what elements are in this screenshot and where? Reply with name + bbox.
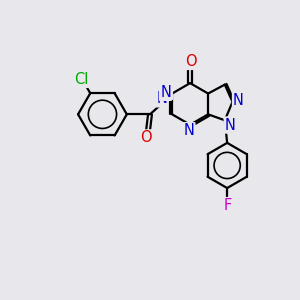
Text: N: N [160,85,171,100]
Text: N: N [184,123,194,138]
Text: F: F [224,198,232,213]
Text: O: O [185,54,197,69]
Text: O: O [140,130,152,146]
Text: Cl: Cl [74,72,89,87]
Text: N: N [225,118,236,133]
Text: H: H [164,89,172,99]
Text: N: N [156,91,167,106]
Text: N: N [233,93,244,108]
